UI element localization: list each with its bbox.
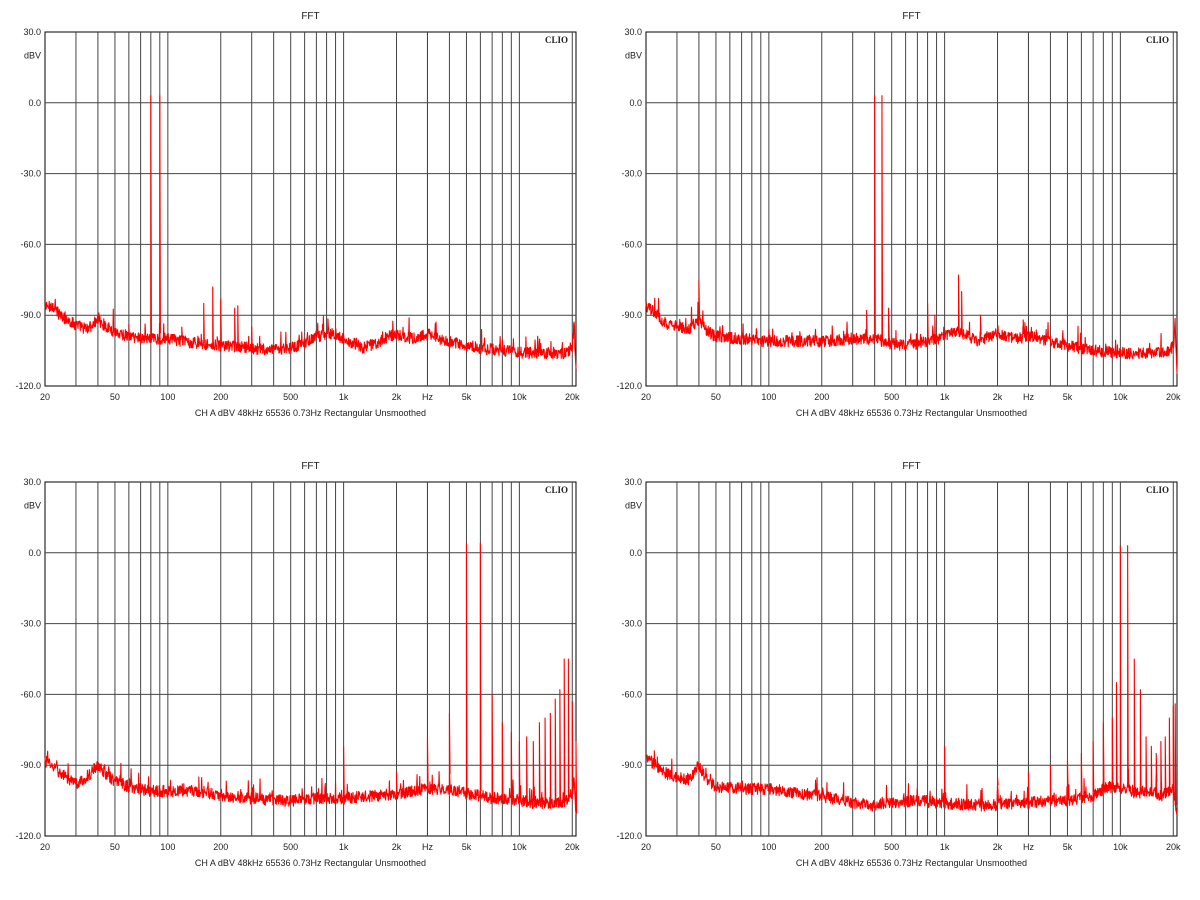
x-tick-label: 10k [512, 842, 527, 852]
x-tick-label: 10k [512, 392, 527, 402]
x-tick-label: 2k [392, 842, 402, 852]
x-tick-label: 100 [160, 392, 175, 402]
chart-title: FFT [902, 11, 920, 22]
x-tick-label: 5k [462, 842, 472, 852]
x-tick-label: 20k [565, 842, 580, 852]
fft-panel-1: FFT 30.0 0.0 -30.0 -60.0 -90.0 -120.0 dBV 20 50 10… [15, 11, 580, 418]
x-tick-label: 20 [641, 842, 651, 852]
y-axis-unit-label: dBV [24, 501, 41, 511]
x-tick-label: 200 [814, 842, 829, 852]
y-tick-label: 0.0 [28, 548, 41, 558]
x-tick-label: 2k [993, 842, 1003, 852]
x-tick-label: 20k [565, 392, 580, 402]
x-tick-label: 20 [641, 392, 651, 402]
x-tick-label: 1k [940, 392, 950, 402]
x-tick-label: 2k [993, 392, 1003, 402]
y-tick-label: -90.0 [621, 310, 642, 320]
y-tick-label: 30.0 [624, 477, 642, 487]
x-tick-label: Hz [1023, 392, 1034, 402]
clio-brand-label: CLIO [545, 485, 568, 495]
clio-brand-label: CLIO [545, 35, 568, 45]
x-tick-label: 2k [392, 392, 402, 402]
x-tick-label: 50 [711, 392, 721, 402]
y-tick-label: -90.0 [621, 760, 642, 770]
measurement-info: CH A dBV 48kHz 65536 0.73Hz Rectangular … [796, 408, 1027, 418]
x-tick-label: 20k [1166, 842, 1181, 852]
x-tick-label: 500 [884, 392, 899, 402]
x-tick-label: 10k [1113, 842, 1128, 852]
plot-frame [645, 31, 1178, 387]
y-tick-label: -60.0 [621, 239, 642, 249]
x-tick-label: 200 [213, 392, 228, 402]
x-tick-label: Hz [1023, 842, 1034, 852]
clio-brand-label: CLIO [1146, 35, 1169, 45]
y-tick-label: -120.0 [616, 831, 642, 841]
y-tick-label: -60.0 [621, 689, 642, 699]
chart-title: FFT [902, 461, 920, 472]
y-tick-label: 30.0 [23, 477, 41, 487]
y-tick-label: -60.0 [20, 239, 41, 249]
x-tick-label: 100 [160, 842, 175, 852]
y-tick-label: -90.0 [20, 310, 41, 320]
fft-panel-3: FFT 30.0 0.0 -30.0 -60.0 -90.0 -120.0 dBV 20 50 10… [15, 461, 580, 868]
x-tick-label: 1k [339, 842, 349, 852]
chart-title: FFT [301, 11, 319, 22]
x-tick-label: 200 [213, 842, 228, 852]
chart-title: FFT [301, 461, 319, 472]
y-tick-label: 0.0 [629, 548, 642, 558]
x-tick-label: 20k [1166, 392, 1181, 402]
x-tick-label: 20 [40, 392, 50, 402]
y-tick-label: -30.0 [621, 169, 642, 179]
x-tick-label: 100 [761, 392, 776, 402]
x-tick-label: 5k [462, 392, 472, 402]
y-tick-label: -30.0 [20, 619, 41, 629]
x-tick-label: Hz [422, 842, 433, 852]
x-tick-label: 200 [814, 392, 829, 402]
fft-trace-series [44, 95, 577, 369]
y-tick-label: -120.0 [616, 381, 642, 391]
x-tick-label: 500 [283, 842, 298, 852]
y-tick-label: 0.0 [629, 98, 642, 108]
x-tick-label: 500 [283, 392, 298, 402]
clio-brand-label: CLIO [1146, 485, 1169, 495]
y-tick-label: -120.0 [15, 381, 41, 391]
x-tick-label: 5k [1063, 842, 1073, 852]
y-axis-unit-label: dBV [625, 501, 642, 511]
y-axis-unit-label: dBV [24, 51, 41, 61]
y-tick-label: -90.0 [20, 760, 41, 770]
x-tick-label: 20 [40, 842, 50, 852]
plot-frame [44, 481, 577, 837]
y-tick-label: 0.0 [28, 98, 41, 108]
x-tick-label: 1k [339, 392, 349, 402]
y-tick-label: 30.0 [23, 27, 41, 37]
plot-frame [44, 31, 577, 387]
x-tick-label: 100 [761, 842, 776, 852]
fft-trace-series [645, 95, 1178, 374]
y-tick-label: -30.0 [621, 619, 642, 629]
x-tick-label: 50 [110, 392, 120, 402]
fft-trace-series [645, 545, 1178, 815]
x-tick-label: 50 [110, 842, 120, 852]
fft-panel-2: FFT 30.0 0.0 -30.0 -60.0 -90.0 -120.0 dBV 20 50 10… [616, 11, 1181, 418]
measurement-info: CH A dBV 48kHz 65536 0.73Hz Rectangular … [195, 408, 426, 418]
x-tick-label: Hz [422, 392, 433, 402]
y-tick-label: -30.0 [20, 169, 41, 179]
x-tick-label: 50 [711, 842, 721, 852]
y-tick-label: -120.0 [15, 831, 41, 841]
fft-panel-4: FFT 30.0 0.0 -30.0 -60.0 -90.0 -120.0 dBV 20 50 10… [616, 461, 1181, 868]
measurement-info: CH A dBV 48kHz 65536 0.73Hz Rectangular … [796, 858, 1027, 868]
plot-frame [645, 481, 1178, 837]
y-tick-label: 30.0 [624, 27, 642, 37]
fft-trace-series [44, 542, 578, 814]
y-tick-label: -60.0 [20, 689, 41, 699]
x-tick-label: 1k [940, 842, 950, 852]
x-tick-label: 500 [884, 842, 899, 852]
y-axis-unit-label: dBV [625, 51, 642, 61]
measurement-info: CH A dBV 48kHz 65536 0.73Hz Rectangular … [195, 858, 426, 868]
x-tick-label: 10k [1113, 392, 1128, 402]
x-tick-label: 5k [1063, 392, 1073, 402]
